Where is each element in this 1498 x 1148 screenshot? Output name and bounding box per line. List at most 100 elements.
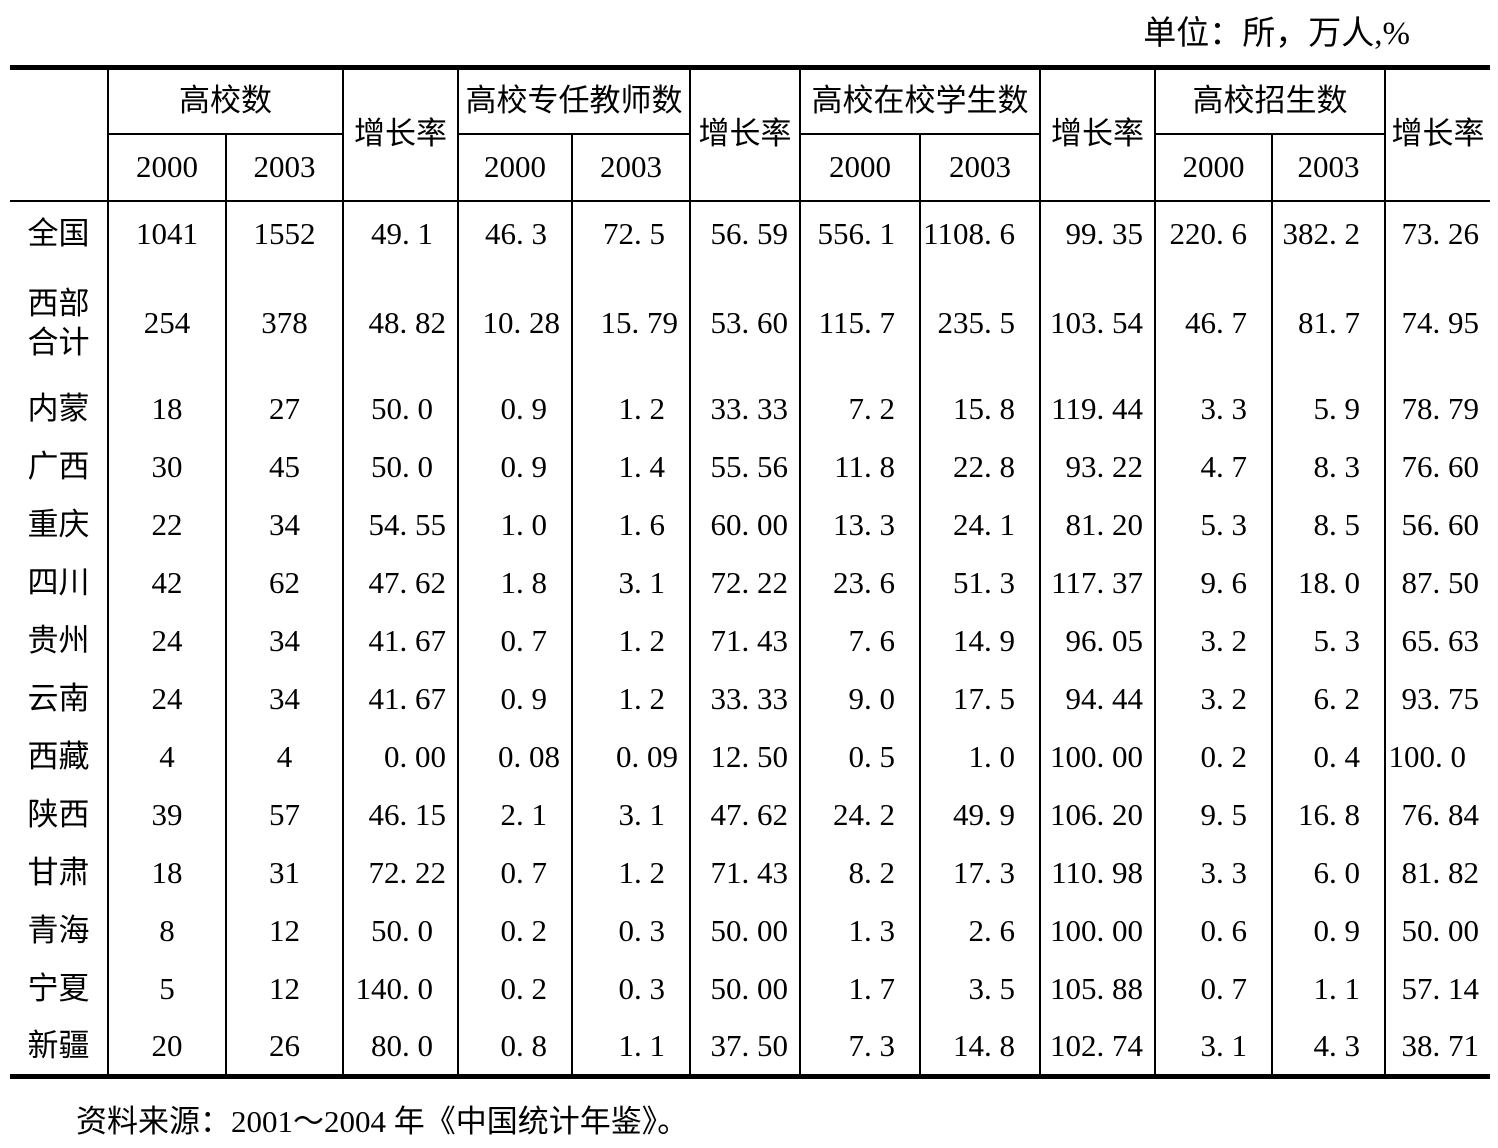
value-cell: 65. 63	[1384, 612, 1490, 671]
value-cell: 50. 0	[342, 438, 458, 497]
value-cell: 115. 7	[799, 266, 920, 381]
value-cell: 9. 5	[1154, 786, 1272, 845]
region-label: 西藏	[27, 739, 90, 775]
value-cell: 42	[107, 554, 226, 613]
value-cell: 38. 71	[1384, 1018, 1490, 1077]
rate-column-header: 增长率	[342, 67, 458, 202]
table-row: 青海 8 12 50. 0 0. 2 0. 3 50. 00 1. 3 2. 6 100. 00 0…	[10, 902, 1490, 961]
value-cell: 1. 3	[799, 902, 920, 961]
year-header: 2003	[1271, 133, 1385, 202]
value-cell: 24	[107, 612, 226, 671]
value-cell: 16. 8	[1271, 786, 1385, 845]
value-cell: 34	[225, 496, 343, 555]
value-cell: 117. 37	[1039, 554, 1155, 613]
value-cell: 17. 3	[919, 844, 1040, 903]
value-cell: 46. 15	[342, 786, 458, 845]
value-cell: 4	[225, 728, 343, 787]
value-cell: 0. 00	[342, 728, 458, 787]
value-cell: 1. 0	[457, 496, 572, 555]
region-label: 广西	[27, 449, 90, 485]
value-cell: 93. 22	[1039, 438, 1155, 497]
value-cell: 10. 28	[457, 266, 572, 381]
region-label: 重庆	[27, 507, 90, 543]
value-cell: 0. 2	[457, 960, 572, 1019]
value-cell: 76. 60	[1384, 438, 1490, 497]
value-cell: 33. 33	[689, 670, 800, 729]
value-cell: 99. 35	[1039, 200, 1155, 267]
year-header: 2000	[799, 133, 920, 202]
table-row: 西部合计 254 378 48. 82 10. 28 15. 79 53. 60 115. 7…	[10, 266, 1490, 381]
value-cell: 9. 6	[1154, 554, 1272, 613]
value-cell: 1. 8	[457, 554, 572, 613]
region-label: 云南	[27, 681, 90, 717]
value-cell: 48. 82	[342, 266, 458, 381]
region-label: 宁夏	[27, 971, 90, 1007]
value-cell: 1552	[225, 200, 343, 267]
col-group-header: 高校招生数	[1154, 67, 1385, 135]
value-cell: 14. 8	[919, 1018, 1040, 1077]
value-cell: 49. 9	[919, 786, 1040, 845]
value-cell: 119. 44	[1039, 380, 1155, 439]
value-cell: 7. 2	[799, 380, 920, 439]
value-cell: 6. 2	[1271, 670, 1385, 729]
value-cell: 3. 2	[1154, 670, 1272, 729]
value-cell: 71. 43	[689, 612, 800, 671]
value-cell: 72. 22	[342, 844, 458, 903]
value-cell: 0. 3	[571, 902, 690, 961]
table-body: 全国 1041 1552 49. 1 46. 3 72. 5 56. 59 556. 1 110…	[10, 200, 1490, 1077]
value-cell: 0. 9	[457, 438, 572, 497]
value-cell: 13. 3	[799, 496, 920, 555]
value-cell: 100. 00	[1039, 728, 1155, 787]
region-label: 贵州	[27, 623, 90, 659]
value-cell: 105. 88	[1039, 960, 1155, 1019]
value-cell: 34	[225, 612, 343, 671]
table-row: 云南 24 34 41. 67 0. 9 1. 2 33. 33 9. 0 17. 5 94. 4…	[10, 670, 1490, 729]
table-row: 全国 1041 1552 49. 1 46. 3 72. 5 56. 59 556. 1 110…	[10, 200, 1490, 267]
value-cell: 1. 2	[571, 670, 690, 729]
value-cell: 1. 2	[571, 380, 690, 439]
value-cell: 56. 60	[1384, 496, 1490, 555]
rate-column-header: 增长率	[1384, 67, 1490, 202]
value-cell: 51. 3	[919, 554, 1040, 613]
value-cell: 1. 4	[571, 438, 690, 497]
value-cell: 50. 00	[689, 902, 800, 961]
value-cell: 1. 1	[571, 1018, 690, 1077]
value-cell: 23. 6	[799, 554, 920, 613]
value-cell: 1. 2	[571, 612, 690, 671]
value-cell: 3. 1	[571, 786, 690, 845]
table-row: 内蒙 18 27 50. 0 0. 9 1. 2 33. 33 7. 2 15. 8 119. 4…	[10, 380, 1490, 439]
statistics-table: 高校数 增长率 高校专任教师数 增长率 高校在校学生数 增长率 高校招生数 增长率 2000 20…	[10, 65, 1490, 1079]
unit-note: 单位：所，万人,%	[1143, 16, 1410, 52]
value-cell: 46. 3	[457, 200, 572, 267]
value-cell: 22	[107, 496, 226, 555]
value-cell: 0. 2	[457, 902, 572, 961]
value-cell: 3. 2	[1154, 612, 1272, 671]
value-cell: 15. 79	[571, 266, 690, 381]
rate-column-header: 增长率	[1039, 67, 1155, 202]
value-cell: 220. 6	[1154, 200, 1272, 267]
value-cell: 3. 1	[1154, 1018, 1272, 1077]
value-cell: 45	[225, 438, 343, 497]
value-cell: 102. 74	[1039, 1018, 1155, 1077]
value-cell: 15. 8	[919, 380, 1040, 439]
value-cell: 74. 95	[1384, 266, 1490, 381]
value-cell: 0. 7	[1154, 960, 1272, 1019]
table-row: 甘肃 18 31 72. 22 0. 7 1. 2 71. 43 8. 2 17. 3 110. …	[10, 844, 1490, 903]
value-cell: 60. 00	[689, 496, 800, 555]
year-header: 2003	[571, 133, 690, 202]
value-cell: 30	[107, 438, 226, 497]
value-cell: 0. 9	[1271, 902, 1385, 961]
table-head: 高校数 增长率 高校专任教师数 增长率 高校在校学生数 增长率 高校招生数 增长率 2000 20…	[10, 67, 1490, 202]
value-cell: 31	[225, 844, 343, 903]
value-cell: 1. 6	[571, 496, 690, 555]
value-cell: 0. 7	[457, 612, 572, 671]
value-cell: 0. 08	[457, 728, 572, 787]
value-cell: 0. 7	[457, 844, 572, 903]
value-cell: 8	[107, 902, 226, 961]
year-header: 2000	[457, 133, 572, 202]
value-cell: 100. 0	[1384, 728, 1490, 787]
value-cell: 254	[107, 266, 226, 381]
value-cell: 1. 0	[919, 728, 1040, 787]
value-cell: 18	[107, 380, 226, 439]
value-cell: 39	[107, 786, 226, 845]
